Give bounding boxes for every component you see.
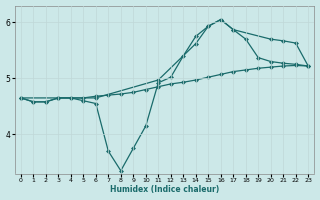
X-axis label: Humidex (Indice chaleur): Humidex (Indice chaleur)	[110, 185, 219, 194]
